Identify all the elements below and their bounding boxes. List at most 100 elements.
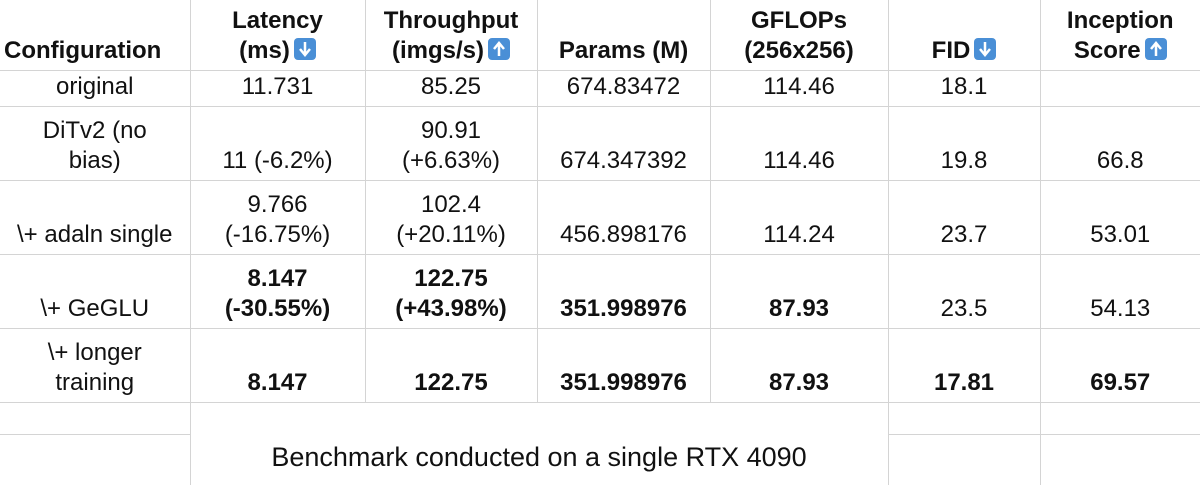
cell: 674.347392 (536, 106, 711, 181)
empty-cell (887, 402, 1041, 435)
cell-value: 9.766 (-16.75%) (224, 191, 331, 248)
cell: 23.7 (887, 180, 1041, 255)
row: DiTv2 (no bias) 11 (-6.2%) 90.91 (+6.63%) 6… (0, 106, 1200, 181)
cell: 122.75 (+43.98%) (364, 254, 538, 329)
header-text: Inception Score (1066, 7, 1174, 64)
cell-value: 8.147 (-30.55%) (224, 265, 331, 322)
cell-value: 85.25 (420, 73, 482, 100)
config-name: \+ longer training (47, 339, 142, 396)
cell-value: 17.81 (933, 369, 995, 396)
up-arrow-icon (488, 38, 510, 60)
config-name: \+ GeGLU (40, 295, 150, 322)
cell: \+ GeGLU (0, 254, 191, 329)
header-cell: Params (M) (536, 0, 711, 71)
cell-value: 114.46 (763, 73, 835, 100)
empty-cell (887, 434, 1041, 485)
cell-value: 11.731 (241, 73, 314, 100)
config-name: DiTv2 (no bias) (42, 117, 147, 174)
cell: 456.898176 (536, 180, 711, 255)
cell-value: 87.93 (768, 295, 830, 322)
header-cell: GFLOPs (256x256) (709, 0, 889, 71)
cell-value: 351.998976 (560, 369, 687, 396)
cell: 87.93 (709, 254, 889, 329)
header-cell: Configuration (0, 0, 191, 71)
empty-cell (0, 434, 191, 485)
cell: \+ longer training (0, 328, 191, 403)
cell-value: 102.4 (+20.11%) (396, 191, 506, 248)
header-text: Throughput (imgs/s) (383, 7, 519, 64)
cell (1039, 70, 1200, 107)
cell-value: 53.01 (1090, 221, 1151, 248)
cell-value: 674.347392 (560, 147, 687, 174)
row: Benchmark conducted on a single RTX 4090 (0, 402, 1200, 485)
down-arrow-icon (293, 38, 316, 60)
cell: 17.81 (887, 328, 1041, 403)
cell: 351.998976 (536, 254, 711, 329)
cell: 8.147 (-30.55%) (189, 254, 366, 329)
cell: 90.91 (+6.63%) (364, 106, 538, 181)
cell: 8.147 (189, 328, 366, 403)
row: \+ longer training 8.147 122.75 351.998976 8… (0, 328, 1200, 403)
note-cell: Benchmark conducted on a single RTX 4090 (189, 402, 889, 485)
cell-value: 66.8 (1096, 147, 1144, 174)
header-cell: Throughput (imgs/s) (364, 0, 538, 71)
cell-value: 90.91 (+6.63%) (401, 117, 501, 174)
header-text: GFLOPs (256x256) (744, 7, 854, 64)
empty-cell (1039, 434, 1200, 485)
cell: 114.24 (709, 180, 889, 255)
cell: 53.01 (1039, 180, 1200, 255)
cell-value: 54.13 (1090, 295, 1151, 322)
cell-value: 122.75 (414, 369, 488, 396)
cell: 54.13 (1039, 254, 1200, 329)
header-cell: Inception Score (1039, 0, 1200, 71)
empty-cell (1039, 402, 1200, 435)
cell-value: 351.998976 (560, 295, 687, 322)
row (0, 434, 1200, 485)
cell: 674.83472 (536, 70, 711, 107)
header-text: Configuration (4, 37, 162, 64)
cell: 23.5 (887, 254, 1041, 329)
cell-value: 114.24 (763, 221, 835, 248)
header-text: Params (M) (558, 37, 689, 64)
cell-value: 69.57 (1090, 369, 1151, 396)
cell: 122.75 (364, 328, 538, 403)
cell: 87.93 (709, 328, 889, 403)
cell-value: 674.83472 (566, 73, 681, 100)
empty-cell (0, 402, 191, 435)
cell-value: 122.75 (+43.98%) (395, 265, 507, 322)
cell: 9.766 (-16.75%) (189, 180, 366, 255)
cell: 18.1 (887, 70, 1041, 107)
cell: 114.46 (709, 106, 889, 181)
cell: 114.46 (709, 70, 889, 107)
up-arrow-icon (1144, 38, 1167, 60)
cell-value: 11 (-6.2%) (222, 147, 333, 174)
cell-value: 23.7 (940, 221, 988, 248)
cell-value: 114.46 (763, 147, 835, 174)
cell-value: 8.147 (247, 369, 308, 396)
header-cell: Latency (ms) (189, 0, 366, 71)
cell-value: 87.93 (768, 369, 830, 396)
cell-value: 456.898176 (560, 221, 687, 248)
row: \+ GeGLU 8.147 (-30.55%) 122.75 (+43.98%) 3… (0, 254, 1200, 329)
cell: DiTv2 (no bias) (0, 106, 191, 181)
header-text: FID (931, 37, 971, 64)
cell: 102.4 (+20.11%) (364, 180, 538, 255)
header-cell: FID (887, 0, 1041, 71)
cell: 11 (-6.2%) (189, 106, 366, 181)
row: original 11.731 85.25 674.83472 114.46 18.1 (0, 70, 1200, 107)
row: \+ adaln single 9.766 (-16.75%) 102.4 (+20… (0, 180, 1200, 255)
cell-value: 23.5 (940, 295, 988, 322)
cell: 69.57 (1039, 328, 1200, 403)
down-arrow-icon (974, 38, 997, 60)
cell: 66.8 (1039, 106, 1200, 181)
cell: 11.731 (189, 70, 366, 107)
note: Benchmark conducted on a single RTX 4090 (271, 442, 807, 472)
config-name: \+ adaln single (17, 221, 173, 248)
header-row: Configuration Latency (ms) Throughput (i… (0, 0, 1200, 71)
cell: \+ adaln single (0, 180, 191, 255)
config-name: original (56, 73, 134, 100)
cell: original (0, 70, 191, 107)
header-text: Latency (ms) (232, 7, 323, 64)
cell: 19.8 (887, 106, 1041, 181)
